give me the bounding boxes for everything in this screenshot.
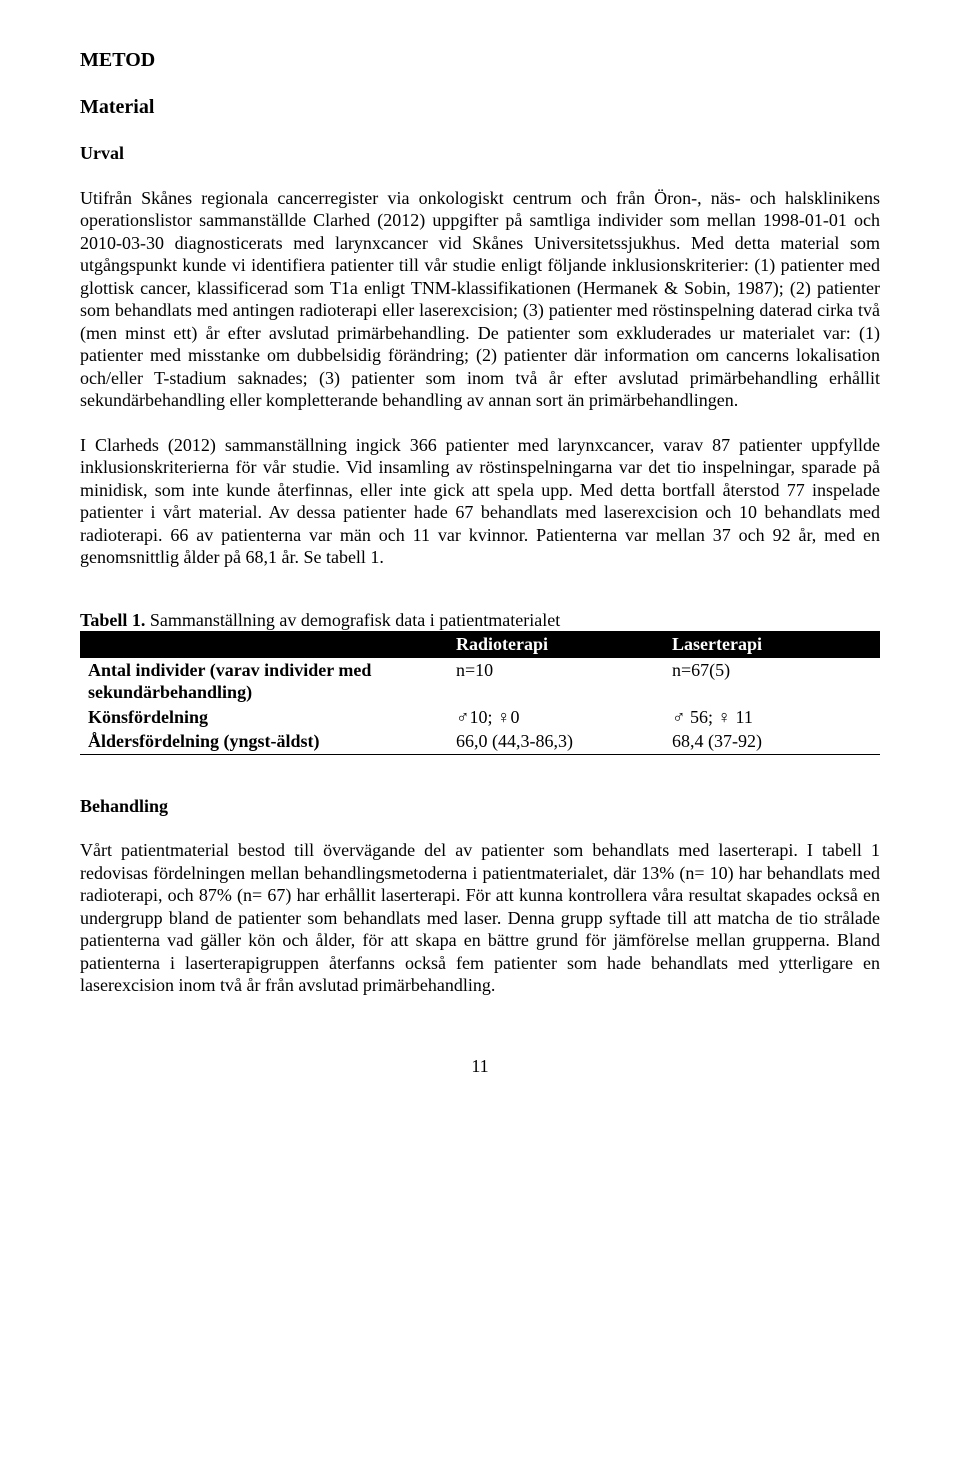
paragraph-urval-2: I Clarheds (2012) sammanställning ingick…: [80, 434, 880, 569]
heading-urval: Urval: [80, 142, 880, 165]
table-col-0: [80, 631, 448, 658]
table-row-0-c2: n=67(5): [664, 658, 880, 705]
table-row: Könsfördelning ♂10; ♀0 ♂ 56; ♀ 11: [80, 705, 880, 730]
table-row-1-label: Könsfördelning: [80, 705, 448, 730]
table-1: Radioterapi Laserterapi Antal individer …: [80, 631, 880, 755]
table-1-wrapper: Tabell 1. Sammanställning av demografisk…: [80, 609, 880, 755]
table-1-caption: Tabell 1. Sammanställning av demografisk…: [80, 609, 880, 632]
table-row-1-c2: ♂ 56; ♀ 11: [664, 705, 880, 730]
table-row-0-label: Antal individer (varav individer med sek…: [80, 658, 448, 705]
table-row-2-c2: 68,4 (37-92): [664, 729, 880, 754]
page-number: 11: [80, 1055, 880, 1078]
table-col-2: Laserterapi: [664, 631, 880, 658]
paragraph-behandling-1: Vårt patientmaterial bestod till överväg…: [80, 839, 880, 997]
paragraph-urval-1: Utifrån Skånes regionala cancerregister …: [80, 187, 880, 412]
heading-metod: METOD: [80, 48, 880, 73]
table-row-2-c1: 66,0 (44,3-86,3): [448, 729, 664, 754]
table-1-caption-text: Sammanställning av demografisk data i pa…: [145, 610, 560, 630]
table-row-2-label: Åldersfördelning (yngst-äldst): [80, 729, 448, 754]
table-1-caption-label: Tabell 1.: [80, 610, 145, 630]
table-col-1: Radioterapi: [448, 631, 664, 658]
heading-behandling: Behandling: [80, 795, 880, 818]
table-header-row: Radioterapi Laserterapi: [80, 631, 880, 658]
table-row: Åldersfördelning (yngst-äldst) 66,0 (44,…: [80, 729, 880, 754]
table-row: Antal individer (varav individer med sek…: [80, 658, 880, 705]
heading-material: Material: [80, 95, 880, 120]
table-row-0-c1: n=10: [448, 658, 664, 705]
table-row-1-c1: ♂10; ♀0: [448, 705, 664, 730]
